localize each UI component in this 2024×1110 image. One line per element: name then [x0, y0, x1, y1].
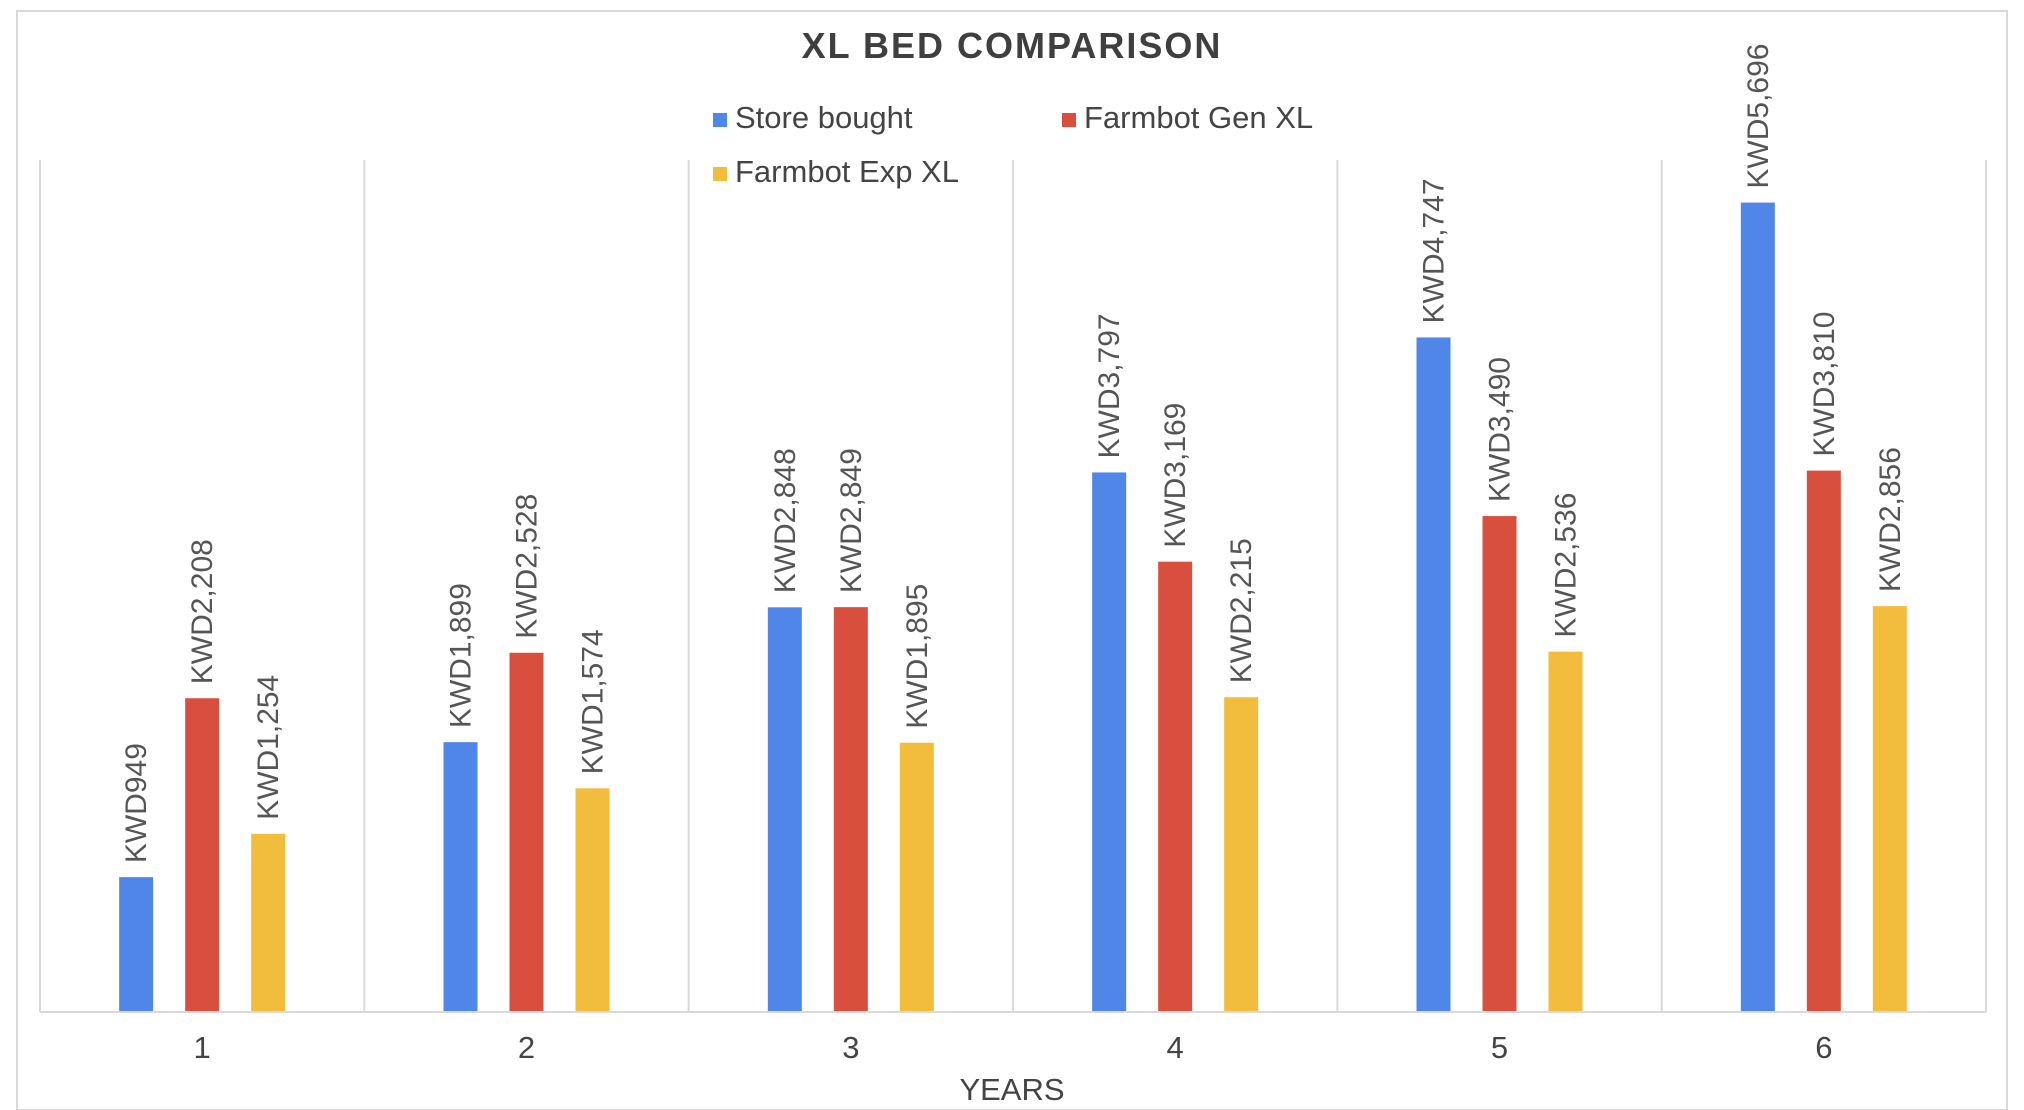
x-tick-label: 5	[1491, 1030, 1508, 1065]
x-tick-label: 1	[194, 1030, 211, 1065]
data-label: KWD949	[120, 743, 153, 863]
legend-swatch	[1062, 113, 1076, 127]
bar-farmbot-gen-xl	[185, 698, 220, 1012]
legend-swatch	[713, 167, 727, 181]
data-label: KWD2,856	[1874, 447, 1907, 592]
bar-store-bought	[119, 877, 154, 1012]
legend: Store bought Farmbot Gen XL Farmbot Exp XL	[713, 100, 1313, 189]
x-tick-label: 6	[1815, 1030, 1832, 1065]
data-label: KWD1,574	[577, 629, 610, 774]
data-label: KWD3,810	[1808, 312, 1841, 457]
bar-farmbot-exp-xl	[1872, 606, 1907, 1012]
bar-farmbot-exp-xl	[251, 833, 286, 1012]
data-label: KWD2,215	[1225, 538, 1258, 683]
x-tick-label: 2	[518, 1030, 535, 1065]
data-label: KWD1,899	[445, 583, 478, 728]
data-label: KWD3,169	[1159, 403, 1192, 548]
bar-farmbot-exp-xl	[899, 742, 934, 1012]
x-axis-label: YEARS	[959, 1072, 1064, 1107]
legend-label: Farmbot Gen XL	[1084, 100, 1313, 135]
data-labels-group: KWD949 KWD1,899 KWD2,848 KWD3,797 KWD4,747 KW…	[120, 44, 1907, 864]
x-tick-label: 4	[1167, 1030, 1184, 1065]
data-label: KWD4,747	[1418, 178, 1451, 323]
category-separators	[39, 160, 1987, 1012]
data-label: KWD1,254	[252, 675, 285, 820]
bar-farmbot-gen-xl	[1482, 516, 1517, 1012]
bars-group	[119, 202, 1907, 1013]
bar-farmbot-exp-xl	[1548, 651, 1583, 1012]
bar-store-bought	[767, 607, 802, 1012]
data-label: KWD3,797	[1093, 313, 1126, 458]
data-label: KWD2,849	[835, 448, 868, 593]
x-tick-label: 3	[842, 1030, 859, 1065]
bar-farmbot-exp-xl	[575, 788, 610, 1012]
bar-store-bought	[1740, 202, 1775, 1013]
data-label: KWD1,895	[901, 584, 934, 729]
legend-swatch	[713, 113, 727, 127]
bar-farmbot-gen-xl	[833, 607, 868, 1012]
bar-farmbot-exp-xl	[1224, 697, 1259, 1012]
legend-label: Store bought	[735, 100, 913, 135]
bar-farmbot-gen-xl	[509, 652, 544, 1012]
data-label: KWD2,848	[769, 448, 802, 593]
bar-store-bought	[1092, 472, 1127, 1012]
legend-label: Farmbot Exp XL	[735, 154, 959, 189]
bar-store-bought	[1416, 337, 1451, 1012]
chart-border	[16, 10, 2008, 1110]
chart-title: XL BED COMPARISON	[802, 25, 1223, 66]
x-axis-tick-labels: 1 2 3 4 5 6	[194, 1030, 1833, 1065]
data-label: KWD2,528	[511, 494, 544, 639]
bar-farmbot-gen-xl	[1806, 470, 1841, 1012]
bar-farmbot-gen-xl	[1158, 561, 1193, 1012]
data-label: KWD5,696	[1742, 44, 1775, 189]
data-label: KWD3,490	[1484, 357, 1517, 502]
data-label: KWD2,208	[186, 539, 219, 684]
data-label: KWD2,536	[1550, 493, 1583, 638]
bar-store-bought	[443, 742, 478, 1012]
